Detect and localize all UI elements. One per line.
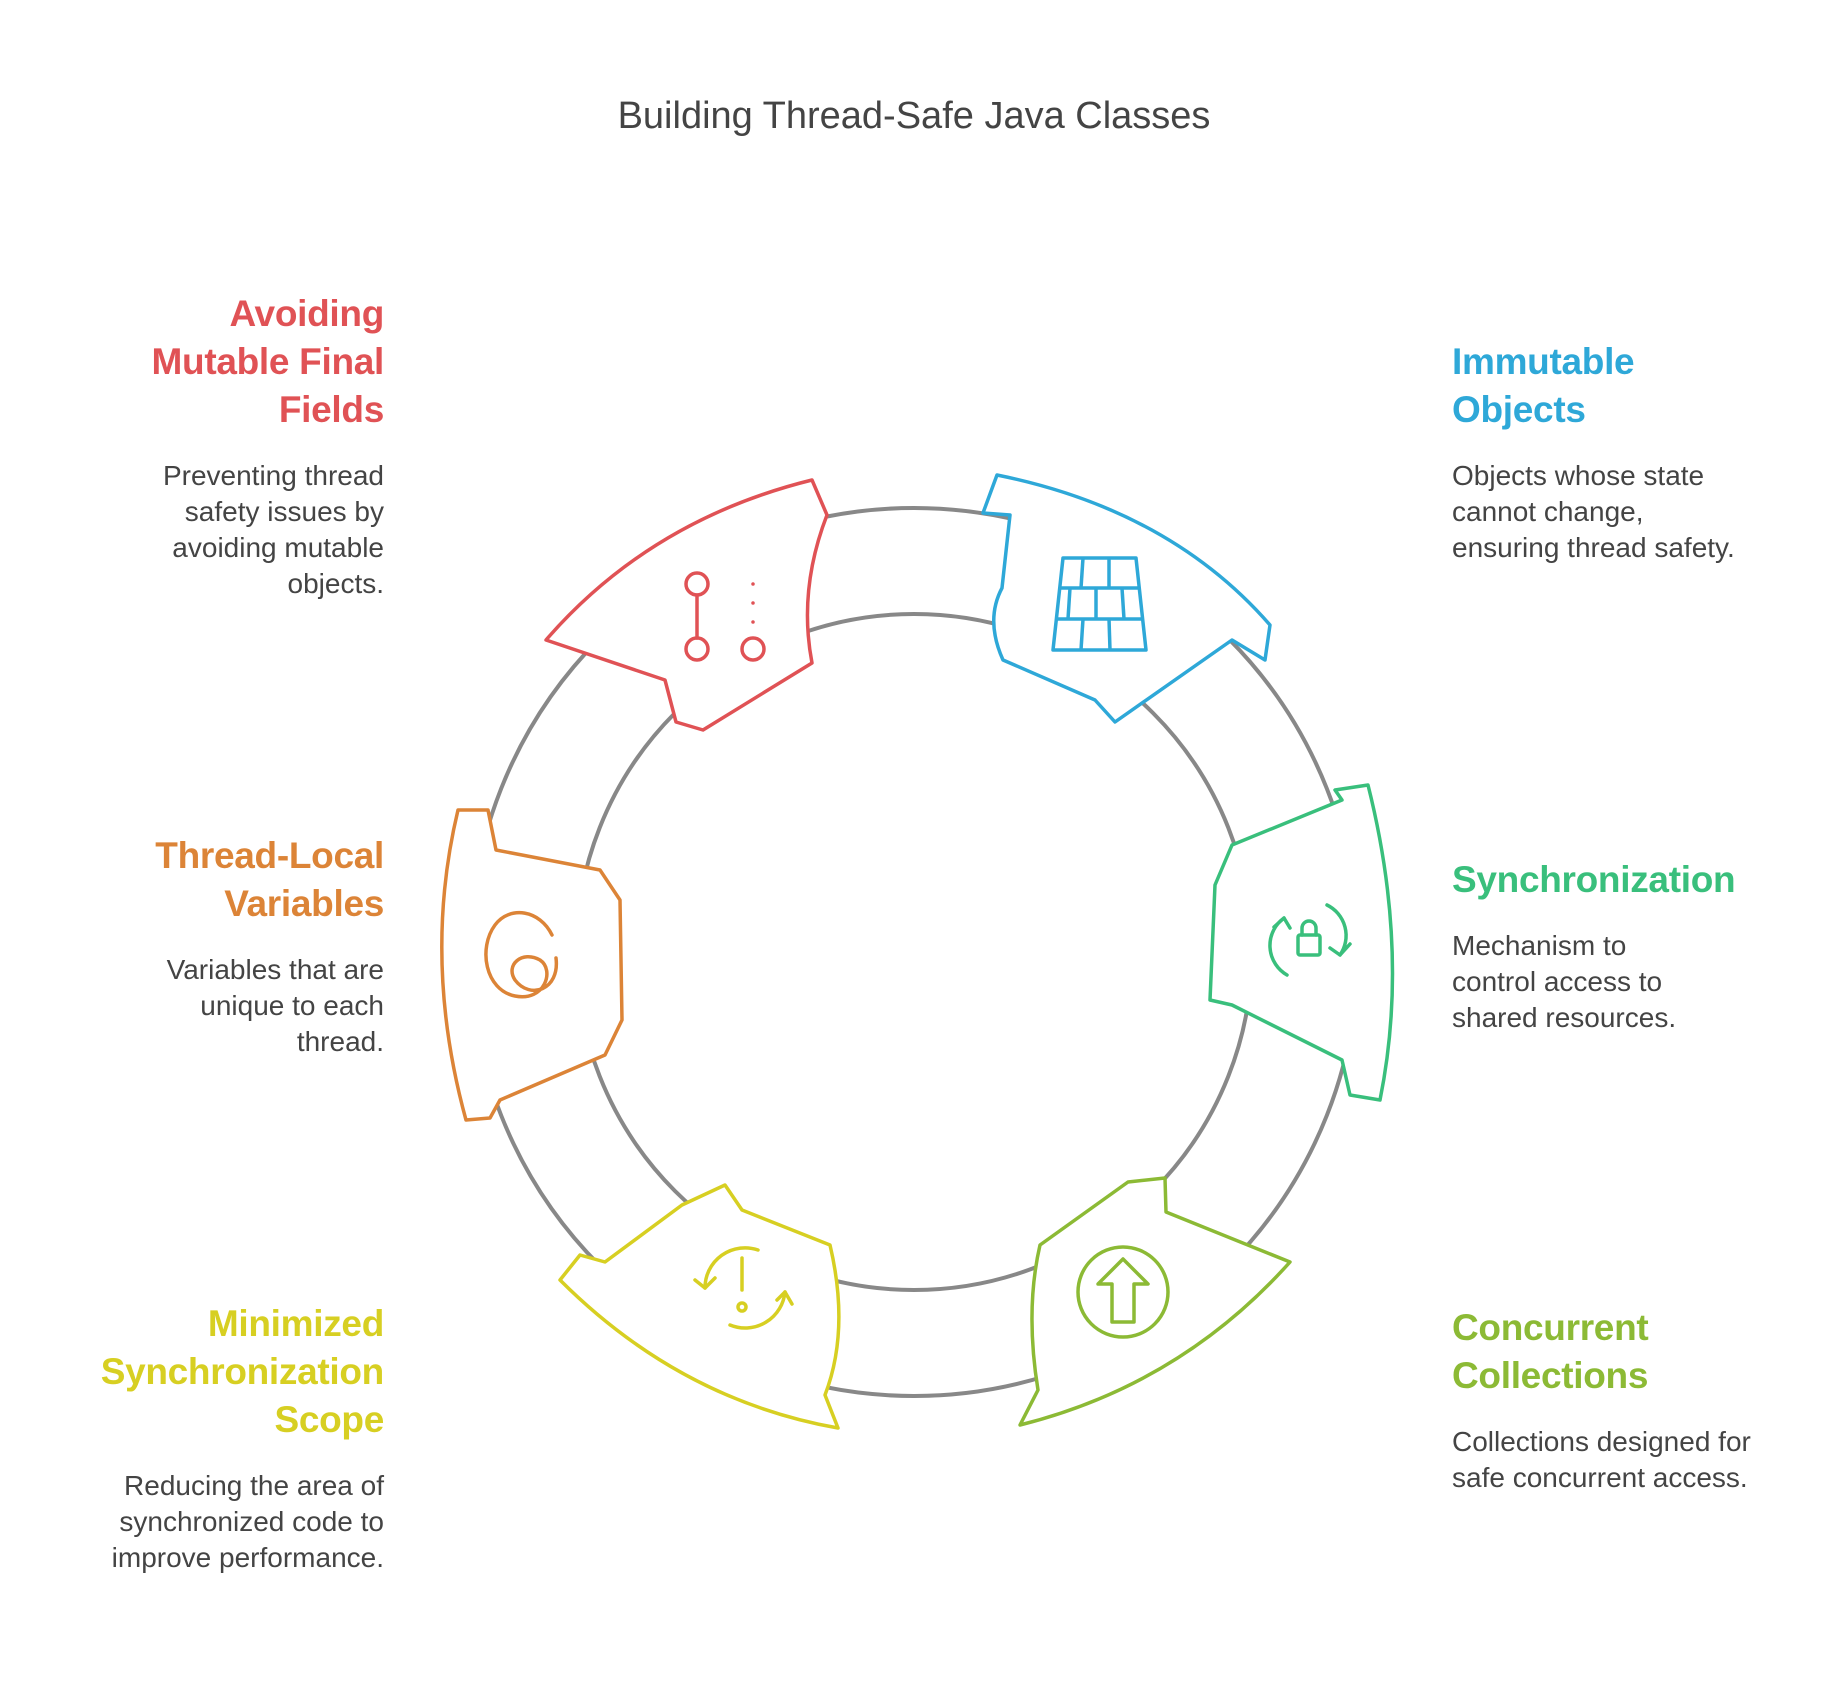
item-threadlocal: Thread-Local Variables Variables that ar… [84,832,384,1060]
item-title-minimized: Minimized Synchronization Scope [100,1303,385,1440]
segment-minimized [558,1183,841,1430]
segment-mutable [544,478,829,732]
segment-immutable [981,473,1272,724]
page-title: Building Thread-Safe Java Classes [617,95,1211,137]
brick-wall-icon [1051,556,1148,652]
item-mutable: Avoiding Mutable Final Fields Preventing… [84,290,385,602]
item-title-threadlocal: Thread-Local Variables [155,835,384,924]
item-desc-concurrent: Collections designed for safe concurrent… [1452,1426,1751,1493]
item-desc-threadlocal: Variables that are unique to each thread… [166,954,384,1057]
item-concurrent: Concurrent Collections Collections desig… [1452,1304,1752,1496]
item-title-immutable: Immutable Objects [1452,341,1635,430]
item-desc-sync: Mechanism to control access to shared re… [1452,930,1677,1033]
item-sync: Synchronization Mechanism to control acc… [1452,856,1782,1036]
item-desc-immutable: Objects whose state cannot change, ensur… [1452,460,1735,563]
arrow-up-circle-icon [1076,1245,1170,1339]
segment-threadlocal [440,808,624,1122]
threads-icon [484,910,558,999]
branch-icon [684,571,766,662]
item-desc-mutable: Preventing thread safety issues by avoid… [162,460,384,599]
item-desc-minimized: Reducing the area of synchronized code t… [111,1470,384,1573]
item-title-sync: Synchronization [1452,859,1736,900]
segment-concurrent [1018,1176,1292,1427]
lock-refresh-icon [1268,903,1352,977]
item-immutable: Immutable Objects Objects whose state ca… [1452,338,1752,566]
item-minimized: Minimized Synchronization Scope Reducing… [84,1300,385,1576]
segment-sync [1208,783,1395,1102]
item-title-mutable: Avoiding Mutable Final Fields [151,293,385,430]
item-title-concurrent: Concurrent Collections [1452,1307,1649,1396]
alert-refresh-icon [693,1246,794,1330]
